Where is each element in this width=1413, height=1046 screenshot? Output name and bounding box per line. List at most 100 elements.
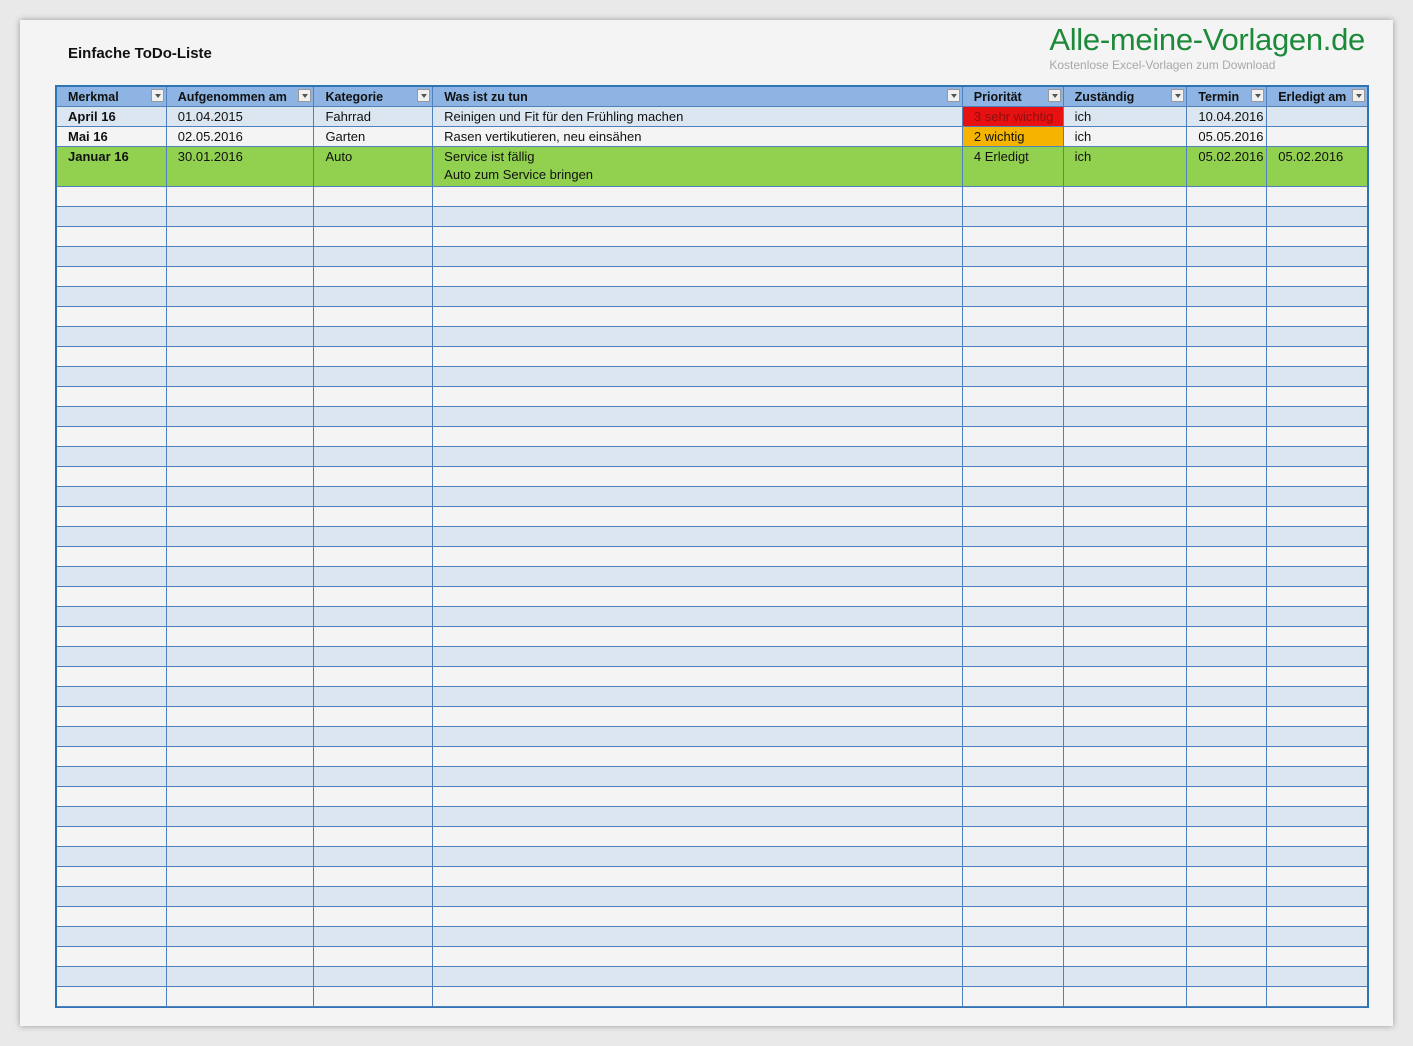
empty-cell[interactable]	[1267, 687, 1367, 706]
empty-cell[interactable]	[963, 727, 1064, 746]
empty-cell[interactable]	[1064, 647, 1188, 666]
empty-cell[interactable]	[57, 487, 167, 506]
empty-cell[interactable]	[1267, 347, 1367, 366]
empty-cell[interactable]	[963, 747, 1064, 766]
empty-cell[interactable]	[1187, 187, 1268, 206]
empty-cell[interactable]	[314, 567, 434, 586]
empty-cell[interactable]	[167, 207, 315, 226]
empty-cell[interactable]	[433, 967, 963, 986]
empty-cell[interactable]	[1187, 527, 1268, 546]
empty-cell[interactable]	[433, 447, 963, 466]
empty-cell[interactable]	[1267, 787, 1367, 806]
empty-cell[interactable]	[167, 267, 315, 286]
empty-cell[interactable]	[433, 927, 963, 946]
empty-cell[interactable]	[167, 987, 315, 1006]
empty-cell[interactable]	[314, 947, 434, 966]
cell-termin[interactable]: 05.05.2016	[1187, 127, 1268, 146]
empty-cell[interactable]	[433, 647, 963, 666]
empty-cell[interactable]	[1267, 267, 1367, 286]
empty-cell[interactable]	[314, 967, 434, 986]
empty-cell[interactable]	[167, 667, 315, 686]
empty-cell[interactable]	[314, 387, 434, 406]
empty-cell[interactable]	[1187, 427, 1268, 446]
cell-aufgenommen[interactable]: 01.04.2015	[167, 107, 315, 126]
empty-cell[interactable]	[1267, 607, 1367, 626]
empty-cell[interactable]	[1267, 207, 1367, 226]
cell-aufgabe[interactable]: Reinigen und Fit für den Frühling machen	[433, 107, 963, 126]
empty-cell[interactable]	[57, 367, 167, 386]
empty-cell[interactable]	[57, 747, 167, 766]
empty-cell[interactable]	[963, 187, 1064, 206]
empty-cell[interactable]	[433, 727, 963, 746]
empty-cell[interactable]	[1187, 507, 1268, 526]
empty-cell[interactable]	[1267, 907, 1367, 926]
empty-cell[interactable]	[57, 407, 167, 426]
empty-cell[interactable]	[1064, 207, 1188, 226]
empty-cell[interactable]	[57, 307, 167, 326]
empty-cell[interactable]	[57, 807, 167, 826]
empty-cell[interactable]	[1267, 827, 1367, 846]
empty-cell[interactable]	[314, 927, 434, 946]
empty-cell[interactable]	[167, 947, 315, 966]
empty-cell[interactable]	[433, 307, 963, 326]
empty-cell[interactable]	[433, 707, 963, 726]
empty-cell[interactable]	[57, 667, 167, 686]
empty-cell[interactable]	[57, 887, 167, 906]
empty-cell[interactable]	[167, 807, 315, 826]
empty-cell[interactable]	[1064, 707, 1188, 726]
empty-cell[interactable]	[1267, 967, 1367, 986]
empty-cell[interactable]	[314, 347, 434, 366]
empty-cell[interactable]	[1267, 587, 1367, 606]
empty-cell[interactable]	[167, 647, 315, 666]
empty-cell[interactable]	[963, 207, 1064, 226]
empty-cell[interactable]	[167, 767, 315, 786]
empty-cell[interactable]	[1187, 207, 1268, 226]
empty-cell[interactable]	[963, 507, 1064, 526]
cell-aufgabe[interactable]: Service ist fällig Auto zum Service bring…	[433, 147, 963, 186]
empty-cell[interactable]	[57, 247, 167, 266]
empty-cell[interactable]	[433, 387, 963, 406]
empty-cell[interactable]	[57, 427, 167, 446]
filter-dropdown-icon[interactable]	[417, 89, 431, 102]
empty-cell[interactable]	[167, 567, 315, 586]
empty-cell[interactable]	[314, 247, 434, 266]
empty-cell[interactable]	[314, 867, 434, 886]
empty-cell[interactable]	[1187, 287, 1268, 306]
empty-cell[interactable]	[167, 287, 315, 306]
empty-cell[interactable]	[963, 307, 1064, 326]
empty-cell[interactable]	[314, 647, 434, 666]
cell-termin[interactable]: 10.04.2016	[1187, 107, 1268, 126]
empty-cell[interactable]	[167, 347, 315, 366]
empty-cell[interactable]	[1187, 927, 1268, 946]
empty-cell[interactable]	[1267, 707, 1367, 726]
empty-cell[interactable]	[1267, 567, 1367, 586]
empty-cell[interactable]	[314, 767, 434, 786]
empty-cell[interactable]	[963, 987, 1064, 1006]
empty-cell[interactable]	[167, 827, 315, 846]
empty-cell[interactable]	[57, 467, 167, 486]
empty-cell[interactable]	[433, 687, 963, 706]
empty-cell[interactable]	[433, 587, 963, 606]
empty-cell[interactable]	[1267, 307, 1367, 326]
empty-cell[interactable]	[963, 447, 1064, 466]
empty-cell[interactable]	[1187, 247, 1268, 266]
empty-cell[interactable]	[1267, 247, 1367, 266]
empty-cell[interactable]	[57, 207, 167, 226]
empty-cell[interactable]	[1187, 567, 1268, 586]
empty-cell[interactable]	[1267, 627, 1367, 646]
empty-cell[interactable]	[1267, 767, 1367, 786]
filter-dropdown-icon[interactable]	[298, 89, 312, 102]
empty-cell[interactable]	[314, 747, 434, 766]
empty-cell[interactable]	[963, 847, 1064, 866]
empty-cell[interactable]	[57, 607, 167, 626]
empty-cell[interactable]	[1187, 407, 1268, 426]
cell-prioritaet[interactable]: 4 Erledigt	[962, 147, 1064, 186]
empty-cell[interactable]	[1267, 187, 1367, 206]
empty-cell[interactable]	[57, 447, 167, 466]
empty-cell[interactable]	[1267, 747, 1367, 766]
empty-cell[interactable]	[314, 727, 434, 746]
empty-cell[interactable]	[1187, 487, 1268, 506]
cell-prioritaet[interactable]: 2 wichtig	[962, 127, 1064, 146]
empty-cell[interactable]	[314, 427, 434, 446]
empty-cell[interactable]	[314, 627, 434, 646]
